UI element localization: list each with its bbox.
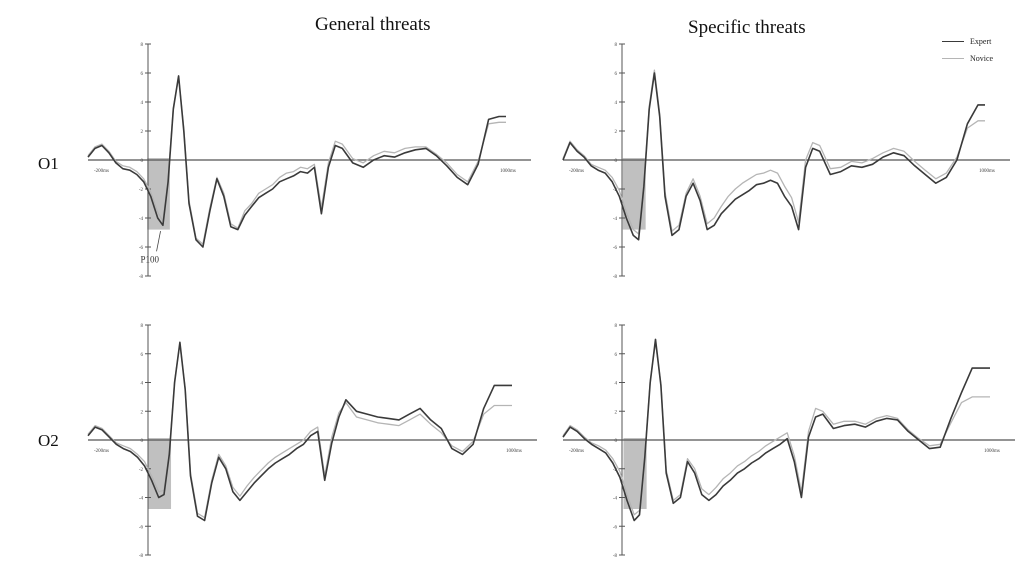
panel-3-series-novice [87, 343, 512, 519]
row-label-o2: O2 [38, 431, 59, 450]
panel-1-y-tick-label-6: -4 [139, 217, 144, 222]
panel-2-x-tick-label-start: -200ms [569, 169, 584, 174]
panel-2-y-tick-label-7: -6 [613, 246, 618, 251]
panel-3-y-tick-label-3: 2 [141, 410, 144, 415]
panel-2-y-tick-label-5: -2 [613, 188, 618, 193]
panel-4-y-tick-label-1: 6 [615, 353, 618, 358]
panel-2-series-expert [562, 72, 985, 241]
panel-2-y-tick-label-3: 2 [615, 130, 618, 135]
panel-2-x-tick-label-end: 1000ms [979, 169, 995, 174]
panel-1-y-tick-label-8: -8 [139, 275, 144, 280]
panel-4-y-tick-label-5: -2 [613, 468, 618, 473]
legend-swatch-expert [942, 41, 964, 42]
panel-3-y-tick-label-1: 6 [141, 353, 144, 358]
panel-2-y-tick-label-2: 4 [615, 101, 618, 106]
panel-1-x-tick-label-start: -200ms [94, 169, 109, 174]
legend-swatch-novice [942, 58, 964, 59]
panel-2-p100-window [622, 158, 646, 230]
panel-4-series-novice [562, 341, 990, 516]
panel-2-y-tick-label-1: 6 [615, 72, 618, 77]
panel-3-y-tick-label-6: -4 [139, 497, 144, 502]
panel-3-p100-window [148, 438, 172, 509]
panel-3-x-tick-label-end: 1000ms [506, 449, 522, 454]
panel-4-y-tick-label-3: 2 [615, 410, 618, 415]
panel-1-y-tick-label-4: 0 [141, 159, 144, 164]
panel-2-y-tick-label-4: 0 [615, 159, 618, 164]
panel-3-x-tick-label-start: -200ms [94, 449, 109, 454]
panel-1-p100-label: P100 [141, 255, 160, 265]
legend-label-expert: Expert [970, 37, 992, 46]
legend: Expert Novice [942, 33, 993, 67]
panel-3-y-tick-label-2: 4 [141, 382, 144, 387]
legend-item-novice: Novice [942, 50, 993, 67]
panel-2-y-tick-label-8: -8 [613, 275, 618, 280]
panel-2-y-tick-label-6: -4 [613, 217, 618, 222]
panel-3-y-tick-label-8: -8 [139, 554, 144, 559]
panel-3-series-expert [87, 341, 512, 522]
panel-1-y-tick-label-3: 2 [141, 130, 144, 135]
column-title-specific: Specific threats [688, 17, 806, 38]
panel-1-series-novice [87, 76, 506, 245]
panel-4-y-tick-label-4: 0 [615, 439, 618, 444]
row-label-o1: O1 [38, 154, 59, 173]
legend-item-expert: Expert [942, 33, 993, 50]
panel-4-y-tick-label-2: 4 [615, 382, 618, 387]
panel-3-y-tick-label-5: -2 [139, 468, 144, 473]
panel-1-y-tick-label-1: 6 [141, 72, 144, 77]
legend-label-novice: Novice [970, 54, 994, 63]
panel-1-series-expert [87, 75, 506, 248]
panel-1-y-tick-label-2: 4 [141, 101, 144, 106]
panel-4-y-tick-label-0: 8 [615, 324, 618, 329]
column-title-general: General threats [315, 14, 431, 35]
panel-3-y-tick-label-4: 0 [141, 439, 144, 444]
panel-3-y-tick-label-0: 8 [141, 324, 144, 329]
panel-4-x-tick-label-end: 1000ms [984, 449, 1000, 454]
panel-3-y-tick-label-7: -6 [139, 525, 144, 530]
panel-4-x-tick-label-start: -200ms [569, 449, 584, 454]
panel-4-series-expert [562, 338, 990, 522]
panel-2-y-tick-label-0: 8 [615, 43, 618, 48]
panel-1-y-tick-label-0: 8 [141, 43, 144, 48]
panel-4-y-tick-label-7: -6 [613, 525, 618, 530]
panel-1-y-tick-label-7: -6 [139, 246, 144, 251]
panel-4-y-tick-label-6: -4 [613, 497, 618, 502]
panel-1-y-tick-label-5: -2 [139, 188, 144, 193]
panel-1-x-tick-label-end: 1000ms [500, 169, 516, 174]
panel-1-p100-pointer [156, 230, 161, 252]
panel-4-y-tick-label-8: -8 [613, 554, 618, 559]
panel-2-series-novice [562, 69, 985, 235]
